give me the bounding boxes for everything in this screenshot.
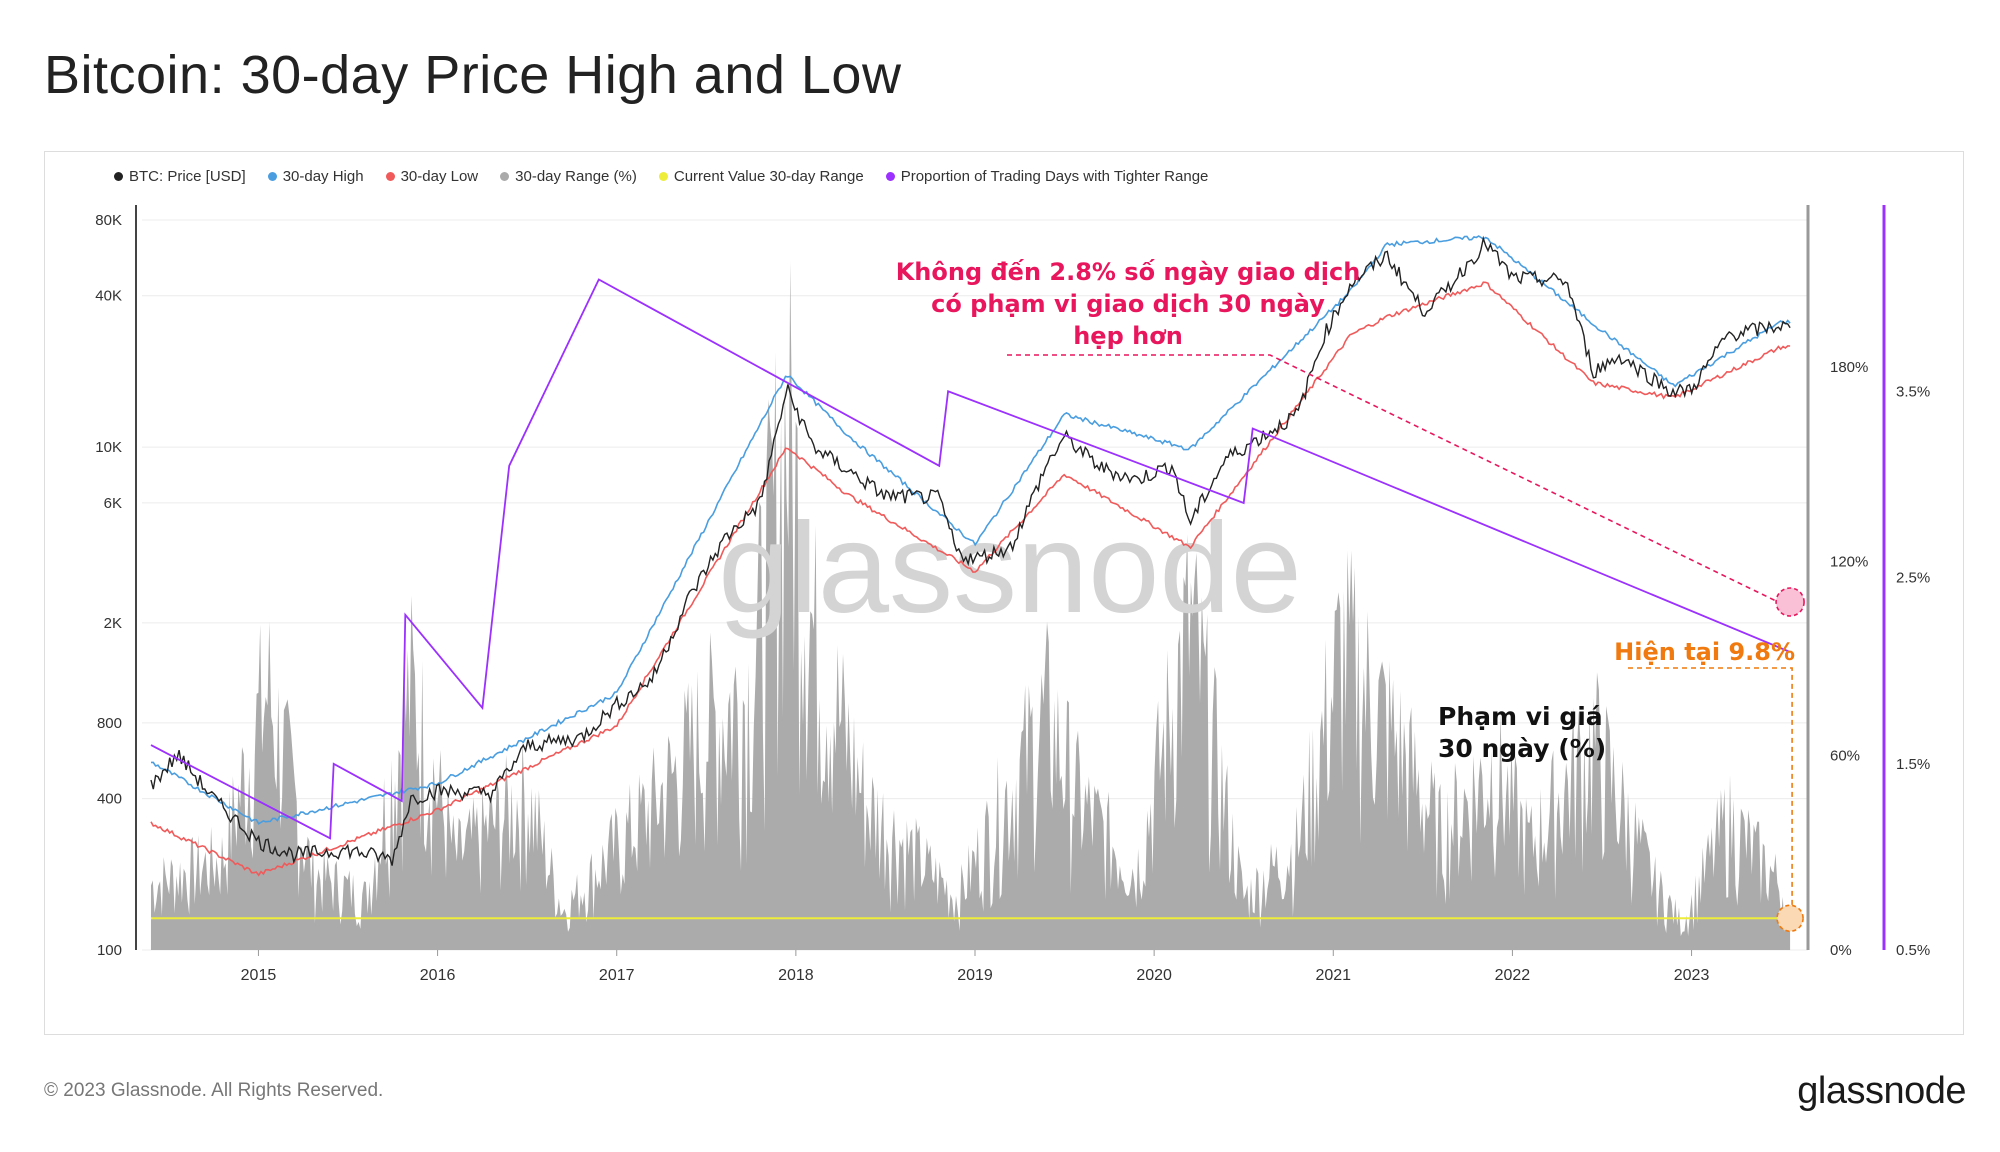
legend-dot [658, 172, 668, 181]
pointer-line [1007, 354, 1779, 603]
tighter-range-note: hẹp hơn [1073, 322, 1183, 350]
copyright: © 2023 Glassnode. All Rights Reserved. [44, 1080, 384, 1101]
proportion-tick-label: 1.5% [1896, 756, 1930, 773]
x-tick-label: 2020 [1136, 967, 1172, 984]
legend-item-proportion[interactable]: Proportion of Trading Days with Tighter … [885, 168, 1209, 185]
price-tick-label: 80K [95, 212, 122, 229]
range-area [150, 261, 1791, 950]
current-circle [1776, 904, 1804, 933]
legend-dot [500, 172, 510, 181]
legend-item-high[interactable]: 30-day High [267, 168, 364, 185]
legend-label: Current Value 30-day Range [673, 168, 864, 185]
price-tick-label: 800 [97, 715, 122, 732]
low-line [150, 281, 1791, 877]
legend-item-price[interactable]: BTC: Price [USD] [114, 168, 246, 185]
range-note: Phạm vi giá [1438, 702, 1603, 731]
chart-frame [44, 151, 1964, 1035]
x-tick-label: 2015 [241, 967, 277, 984]
page-title: Bitcoin: 30-day Price High and Low [44, 45, 902, 105]
price-line [150, 235, 1791, 866]
line-series [150, 235, 1791, 920]
proportion-tick-label: 0.5% [1896, 942, 1930, 959]
x-tick-label: 2017 [599, 967, 635, 984]
price-tick-label: 6K [104, 495, 122, 512]
legend-item-low[interactable]: 30-day Low [385, 168, 479, 185]
range-tick-label: 60% [1830, 748, 1860, 765]
proportion-tick-label: 3.5% [1896, 383, 1930, 400]
legend-item-range[interactable]: 30-day Range (%) [500, 168, 637, 185]
legend-item-current[interactable]: Current Value 30-day Range [658, 168, 864, 185]
price-tick-label: 2K [104, 615, 122, 632]
high-line [151, 235, 1791, 825]
range-tick-label: 0% [1830, 942, 1852, 959]
tighter-range-note: có phạm vi giao dịch 30 ngày [931, 290, 1325, 318]
price-tick-label: 400 [97, 791, 122, 808]
axes: 100 400 800 2K 6K 10K 40K 80K 2015 2016 2017 2018 20… [95, 205, 1930, 984]
x-tick-label: 2021 [1315, 967, 1351, 984]
legend-dot [885, 172, 895, 181]
x-tick-label: 2022 [1495, 967, 1531, 984]
current-value-note: Hiện tại 9.8% [1614, 638, 1795, 666]
x-tick-label: 2018 [778, 967, 814, 984]
legend-dot [114, 172, 123, 181]
proportion-tick-label: 2.5% [1896, 570, 1930, 587]
legend-label: 30-day Range (%) [515, 168, 637, 185]
legend-label: 30-day High [282, 168, 364, 185]
x-tick-label: 2016 [420, 967, 456, 984]
watermark: glassnode [718, 497, 1302, 640]
price-tick-label: 40K [95, 288, 122, 305]
range-area-series [150, 261, 1791, 950]
highlight-circle [1775, 587, 1805, 617]
legend-label: BTC: Price [USD] [129, 168, 246, 185]
current-pointer-line [1628, 667, 1793, 907]
legend-label: Proportion of Trading Days with Tighter … [900, 168, 1209, 185]
price-tick-label: 100 [97, 942, 122, 959]
x-tick-label: 2019 [957, 967, 993, 984]
proportion-line [150, 278, 1791, 840]
annotations: Không đến 2.8% số ngày giao dịch có phạm … [896, 258, 1805, 933]
legend-dot [385, 172, 395, 181]
glassnode-logo: glassnode [1797, 1070, 1966, 1112]
range-note: 30 ngày (%) [1438, 734, 1606, 763]
range-tick-label: 180% [1830, 359, 1868, 376]
price-tick-label: 10K [95, 439, 122, 456]
tighter-range-note: Không đến 2.8% số ngày giao dịch [896, 258, 1361, 286]
x-tick-label: 2023 [1674, 967, 1710, 984]
range-tick-label: 120% [1830, 553, 1868, 570]
legend-label: 30-day Low [400, 168, 479, 185]
chart-legend: BTC: Price [USD] 30-day High 30-day Low … [114, 168, 1208, 185]
legend-dot [267, 172, 277, 181]
